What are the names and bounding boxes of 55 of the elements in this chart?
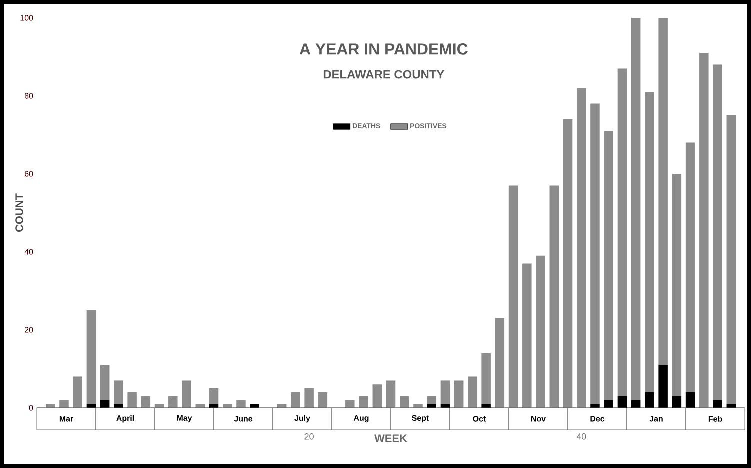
bar xyxy=(618,396,628,408)
bar xyxy=(141,396,151,408)
bar xyxy=(372,384,382,408)
bar xyxy=(482,353,491,404)
bar xyxy=(686,392,696,408)
bar xyxy=(522,264,532,408)
bar xyxy=(304,388,314,408)
bar xyxy=(114,380,124,404)
x-axis-title: WEEK xyxy=(374,434,408,442)
bar xyxy=(60,400,69,408)
bar xyxy=(454,380,464,408)
bar xyxy=(291,392,300,408)
bar xyxy=(468,376,478,408)
bar xyxy=(672,174,682,396)
bar xyxy=(86,310,96,404)
bar xyxy=(536,256,546,408)
bar xyxy=(590,104,600,404)
text: A YEAR IN PANDEMIC xyxy=(300,44,468,55)
bar xyxy=(618,68,628,396)
bar xyxy=(73,376,82,408)
bar xyxy=(645,392,654,408)
bar xyxy=(236,400,246,408)
bar xyxy=(672,396,682,408)
bar xyxy=(100,400,110,408)
bar xyxy=(713,64,722,400)
bar xyxy=(400,396,410,408)
bar xyxy=(182,380,192,408)
bar xyxy=(604,131,614,400)
bar xyxy=(168,396,178,408)
bar xyxy=(713,400,722,408)
bar xyxy=(576,88,586,408)
bar xyxy=(686,142,696,392)
bar xyxy=(100,365,110,400)
bar xyxy=(440,380,450,404)
bar xyxy=(631,400,641,408)
bar xyxy=(427,396,436,404)
bar xyxy=(563,119,573,408)
bar xyxy=(631,18,641,400)
bar xyxy=(495,318,505,408)
bar xyxy=(658,18,668,366)
text: DELAWARE COUNTY xyxy=(324,70,444,79)
bar xyxy=(658,365,668,408)
y-axis-title: COUNT xyxy=(16,194,24,232)
bar xyxy=(700,53,709,408)
bar xyxy=(645,92,654,392)
bar xyxy=(604,400,614,408)
bar xyxy=(726,115,736,404)
bar xyxy=(386,380,396,408)
bar xyxy=(128,392,137,408)
bar xyxy=(359,396,368,408)
bar xyxy=(346,400,355,408)
bar xyxy=(318,392,328,408)
bar xyxy=(550,186,560,408)
bar xyxy=(209,388,219,404)
bar xyxy=(508,186,518,408)
